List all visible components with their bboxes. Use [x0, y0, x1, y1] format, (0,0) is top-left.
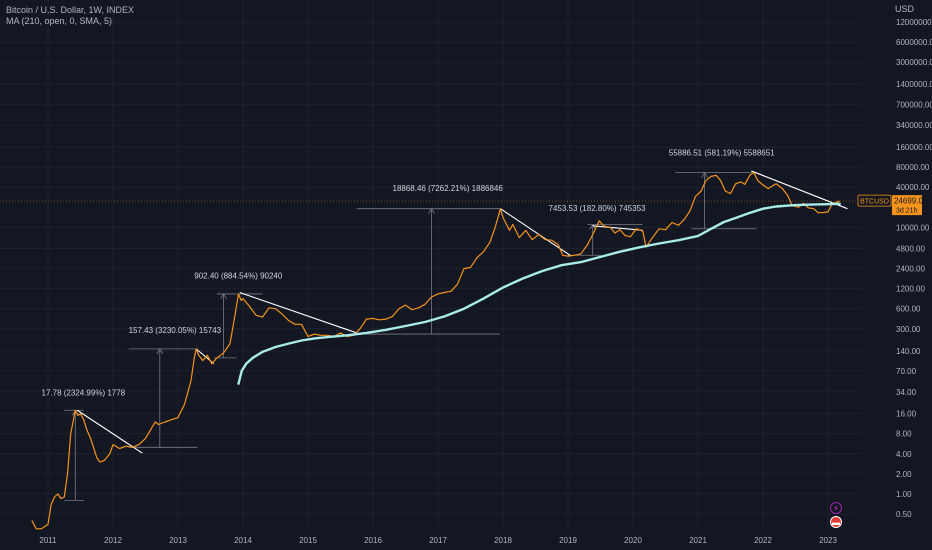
indicator-title[interactable]: MA (210, open, 0, SMA, 5): [6, 16, 113, 26]
measure-label: 157.43 (3230.05%) 15743: [129, 326, 222, 335]
trendline[interactable]: [239, 292, 357, 334]
symbol-title[interactable]: Bitcoin / U.S. Dollar, 1W, INDEX: [6, 5, 135, 15]
time-axis[interactable]: 2011 2012 2013 2014 2015 2016 2017 2018 2019 2020…: [39, 536, 837, 545]
measure-label: 55886.51 (581.19%) 5588651: [669, 148, 775, 157]
time-tick-label: 2023: [819, 536, 837, 545]
time-tick-label: 2011: [39, 536, 57, 545]
price-tick-label: 340000.00: [896, 121, 932, 130]
price-tick-label: 34.00: [896, 388, 917, 397]
price-badge-value: 24699.03: [894, 197, 928, 206]
measure-label: 18868.46 (7262.21%) 1886846: [393, 184, 504, 193]
grid-lines: [0, 0, 862, 530]
time-tick-label: 2013: [169, 536, 187, 545]
time-tick-label: 2022: [754, 536, 772, 545]
trendline[interactable]: [751, 170, 848, 210]
price-badge-countdown: 3d 21h: [896, 208, 918, 215]
measure-label: 17.78 (2324.99%) 1778: [42, 388, 126, 397]
flash-icon[interactable]: ⚡: [830, 502, 842, 514]
time-tick-label: 2015: [299, 536, 317, 545]
price-tick-label: 70.00: [896, 367, 917, 376]
measure-tool[interactable]: 55886.51 (581.19%) 5588651: [669, 148, 775, 230]
time-tick-label: 2020: [624, 536, 642, 545]
series-group: [31, 172, 841, 530]
price-tick-label: 1.00: [896, 490, 912, 499]
price-tick-label: 8.00: [896, 430, 912, 439]
time-tick-label: 2012: [104, 536, 122, 545]
price-tick-label: 1200.00: [896, 285, 925, 294]
price-badge-box: [892, 195, 922, 216]
trendline[interactable]: [76, 409, 143, 454]
price-tick-label: 16.00: [896, 410, 917, 419]
symbol-badge-box: [857, 194, 892, 207]
price-tick-label: 160000.00: [896, 143, 932, 152]
price-tick-label: 12000000.00: [896, 18, 932, 27]
price-tick-label: 6000000.00: [896, 38, 932, 47]
measure-label: 902.40 (884.54%) 90240: [194, 272, 283, 281]
price-tick-label: 2400.00: [896, 265, 925, 274]
price-tick-label: 40000.00: [896, 183, 930, 192]
price-tick-label: 140.00: [896, 347, 921, 356]
price-axis[interactable]: 12000000.00 6000000.00 3000000.00 1400000.0…: [896, 18, 932, 519]
symbol-price-label: BTCUSD 24699.03 3d 21h: [857, 194, 928, 216]
currency-label: USD: [895, 4, 915, 14]
price-tick-label: 4.00: [896, 450, 912, 459]
time-tick-label: 2014: [234, 536, 252, 545]
measure-tool[interactable]: 902.40 (884.54%) 90240: [194, 272, 283, 359]
price-tick-label: 10000.00: [896, 223, 930, 232]
flag-icon[interactable]: ▬: [830, 516, 842, 528]
price-tick-label: 4800.00: [896, 245, 925, 254]
trendlines[interactable]: [76, 170, 848, 454]
price-series-line: [31, 172, 840, 530]
time-tick-label: 2021: [689, 536, 707, 545]
time-tick-label: 2016: [364, 536, 382, 545]
measure-tool[interactable]: 157.43 (3230.05%) 15743: [128, 326, 222, 448]
measure-tools[interactable]: 17.78 (2324.99%) 1778 157.43 (3230.05%) 1…: [42, 148, 776, 501]
symbol-badge-text: BTCUSD: [860, 199, 889, 206]
time-tick-label: 2017: [429, 536, 447, 545]
measure-tool[interactable]: 18868.46 (7262.21%) 1886846: [356, 184, 504, 335]
price-tick-label: 2.00: [896, 470, 912, 479]
price-tick-label: 3000000.00: [896, 58, 932, 67]
moving-average-line: [237, 202, 841, 385]
trendline[interactable]: [592, 225, 643, 231]
price-tick-label: 600.00: [896, 305, 921, 314]
price-tick-label: 0.50: [896, 510, 912, 519]
chart-legend: Bitcoin / U.S. Dollar, 1W, INDEX MA (210…: [6, 5, 134, 27]
price-tick-label: 700000.00: [896, 100, 932, 109]
measure-label: 7453.53 (182.80%) 745353: [549, 204, 647, 213]
time-tick-label: 2019: [559, 536, 577, 545]
price-tick-label: 1400000.00: [896, 80, 932, 89]
time-tick-label: 2018: [494, 536, 512, 545]
price-tick-label: 300.00: [896, 325, 921, 334]
price-tick-label: 80000.00: [896, 163, 930, 172]
